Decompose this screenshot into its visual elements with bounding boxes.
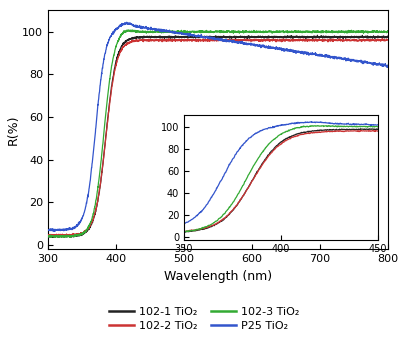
Y-axis label: R(%): R(%) — [6, 115, 19, 145]
Legend: 102-1 TiO₂, 102-2 TiO₂, 102-3 TiO₂, P25 TiO₂: 102-1 TiO₂, 102-2 TiO₂, 102-3 TiO₂, P25 … — [105, 302, 304, 336]
X-axis label: Wavelength (nm): Wavelength (nm) — [164, 270, 272, 283]
